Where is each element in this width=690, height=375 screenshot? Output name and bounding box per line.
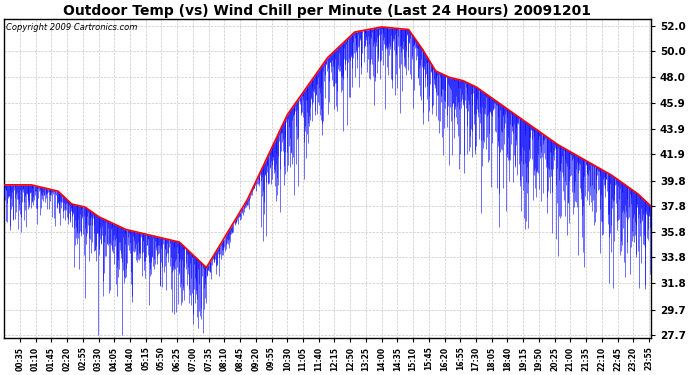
Text: Copyright 2009 Cartronics.com: Copyright 2009 Cartronics.com: [6, 22, 137, 32]
Title: Outdoor Temp (vs) Wind Chill per Minute (Last 24 Hours) 20091201: Outdoor Temp (vs) Wind Chill per Minute …: [63, 4, 591, 18]
